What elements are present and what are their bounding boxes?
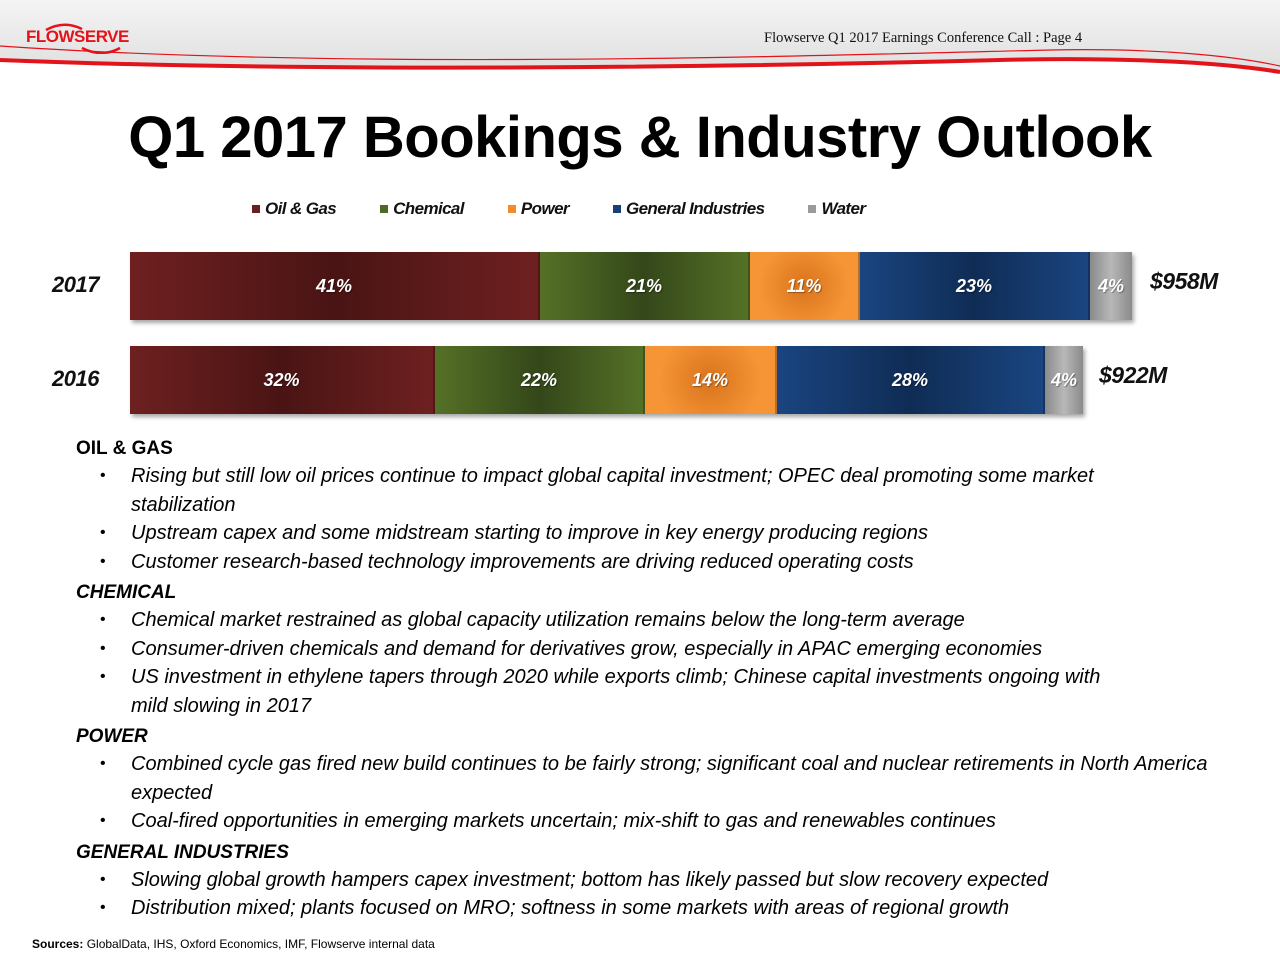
stacked-bar-2017: 41% 21% 11% 23% 4% xyxy=(130,252,1132,320)
bullet-item: Rising but still low oil prices continue… xyxy=(76,462,1171,519)
bullet-item: Combined cycle gas fired new build conti… xyxy=(76,750,1211,807)
legend-swatch-icon xyxy=(808,205,817,213)
logo-wordmark: FLOWSERVE xyxy=(26,27,129,46)
bullet-item: US investment in ethylene tapers through… xyxy=(76,663,1131,720)
legend-label: Power xyxy=(520,199,570,218)
legend-swatch-icon xyxy=(252,205,260,213)
section-heading-general-industries: GENERAL INDUSTRIES xyxy=(76,841,289,863)
legend-item-water: Water xyxy=(808,199,866,219)
section-heading-power: POWER xyxy=(76,726,148,747)
bar-total-2017: $958M xyxy=(1150,268,1218,294)
legend-swatch-icon xyxy=(380,205,389,213)
legend-label: Oil & Gas xyxy=(265,199,337,218)
oil-gas-bullets: Rising but still low oil prices continue… xyxy=(76,462,1256,576)
flowserve-logo: FLOWSERVE xyxy=(26,20,130,54)
bar-year-label-2017: 2017 xyxy=(52,272,99,297)
legend-item-oil-gas: Oil & Gas xyxy=(252,199,337,219)
legend-label: Water xyxy=(821,199,866,218)
segment-water: 4% xyxy=(1045,346,1083,414)
power-bullets: Combined cycle gas fired new build conti… xyxy=(76,750,1256,836)
legend-item-general-industries: General Industries xyxy=(612,199,765,219)
segment-power: 11% xyxy=(750,252,860,320)
segment-chemical: 22% xyxy=(435,346,645,414)
legend-swatch-icon xyxy=(507,205,516,213)
legend-item-chemical: Chemical xyxy=(380,199,465,219)
bullet-item: Chemical market restrained as global cap… xyxy=(76,606,1256,635)
bullet-item: Upstream capex and some midstream starti… xyxy=(76,519,1256,548)
segment-oil-gas: 41% xyxy=(130,252,540,320)
legend-label: General Industries xyxy=(625,199,765,218)
stacked-bar-2016: 32% 22% 14% 28% 4% xyxy=(130,346,1083,414)
bar-year-label-2016: 2016 xyxy=(52,366,99,391)
legend-swatch-icon xyxy=(612,205,621,213)
legend-label: Chemical xyxy=(393,199,464,218)
segment-water: 4% xyxy=(1090,252,1132,320)
header-swoosh-decoration xyxy=(0,45,1280,90)
segment-chemical: 21% xyxy=(540,252,750,320)
sources-text: GlobalData, IHS, Oxford Economics, IMF, … xyxy=(83,937,435,951)
bar-total-2016: $922M xyxy=(1099,362,1167,388)
bullet-item: Consumer-driven chemicals and demand for… xyxy=(76,635,1256,664)
chemical-bullets: Chemical market restrained as global cap… xyxy=(76,606,1256,720)
segment-general-industries: 28% xyxy=(777,346,1045,414)
page-caption: Flowserve Q1 2017 Earnings Conference Ca… xyxy=(764,30,1083,46)
segment-power: 14% xyxy=(645,346,777,414)
chart-legend: Oil & Gas Chemical Power General Industr… xyxy=(252,198,909,220)
bullet-item: Customer research-based technology impro… xyxy=(76,548,1256,577)
bullet-item: Coal-fired opportunities in emerging mar… xyxy=(76,807,1256,836)
segment-oil-gas: 32% xyxy=(130,346,435,414)
segment-general-industries: 23% xyxy=(860,252,1090,320)
industry-outlook-text: OIL & GAS Rising but still low oil price… xyxy=(76,436,1256,927)
bullet-item: Distribution mixed; plants focused on MR… xyxy=(76,894,1280,923)
sources-label: Sources: xyxy=(32,937,84,951)
bullet-item: Slowing global growth hampers capex inve… xyxy=(76,866,1280,895)
legend-item-power: Power xyxy=(507,199,570,219)
section-heading-chemical: CHEMICAL xyxy=(76,582,177,603)
slide-title: Q1 2017 Bookings & Industry Outlook xyxy=(128,105,1152,170)
logo-arc-icon xyxy=(45,23,121,54)
section-heading-oil-gas: OIL & GAS xyxy=(76,438,173,459)
general-industries-bullets: Slowing global growth hampers capex inve… xyxy=(76,866,1256,923)
slide-header: FLOWSERVE Flowserve Q1 2017 Earnings Con… xyxy=(0,0,1280,90)
sources-footnote: Sources: GlobalData, IHS, Oxford Economi… xyxy=(32,937,435,951)
